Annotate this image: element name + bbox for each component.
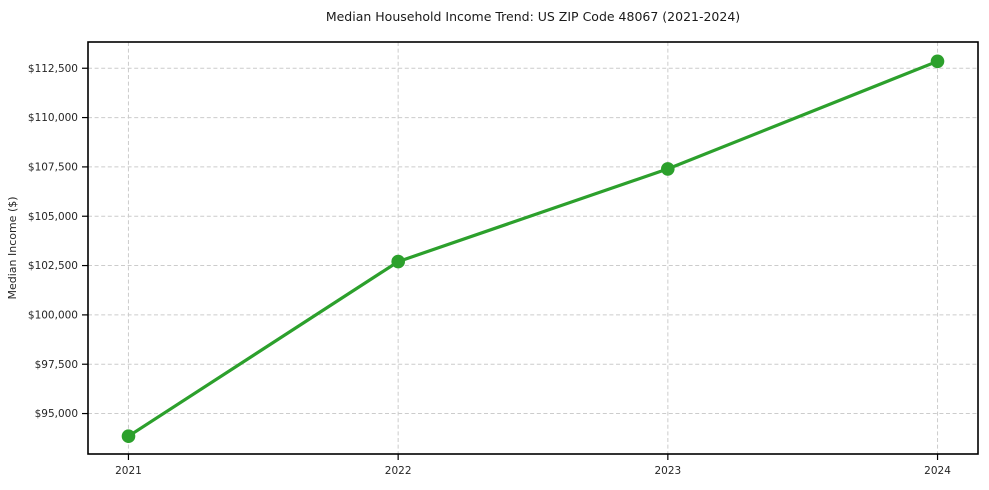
chart-title: Median Household Income Trend: US ZIP Co… — [326, 9, 740, 24]
x-tick-label: 2022 — [385, 465, 412, 477]
y-tick-label: $102,500 — [28, 260, 78, 272]
x-tick-label: 2023 — [654, 465, 681, 477]
trend-series — [121, 54, 945, 444]
y-tick-label: $97,500 — [35, 359, 78, 371]
y-tick-label: $100,000 — [28, 309, 78, 321]
trend-line — [126, 59, 940, 438]
y-tick-label: $107,500 — [28, 161, 78, 173]
y-tick-label: $112,500 — [28, 63, 78, 75]
gridlines — [88, 42, 978, 454]
data-point-marker — [121, 429, 136, 444]
y-tick-label: $95,000 — [35, 408, 78, 420]
data-point-marker — [661, 162, 675, 176]
y-axis-label: Median Income ($) — [6, 196, 19, 299]
plot-border — [87, 41, 979, 455]
data-point-marker — [391, 254, 406, 269]
y-tick-label: $105,000 — [28, 211, 78, 223]
x-tick-label: 2024 — [924, 465, 951, 477]
x-tick-label: 2021 — [115, 465, 142, 477]
data-point-marker — [930, 54, 945, 69]
y-tick-label: $110,000 — [28, 112, 78, 124]
tick-labels: $95,000 $97,500 $100,000 $102,500 $105,000 $1… — [28, 63, 951, 477]
axis-ticks — [82, 67, 939, 460]
